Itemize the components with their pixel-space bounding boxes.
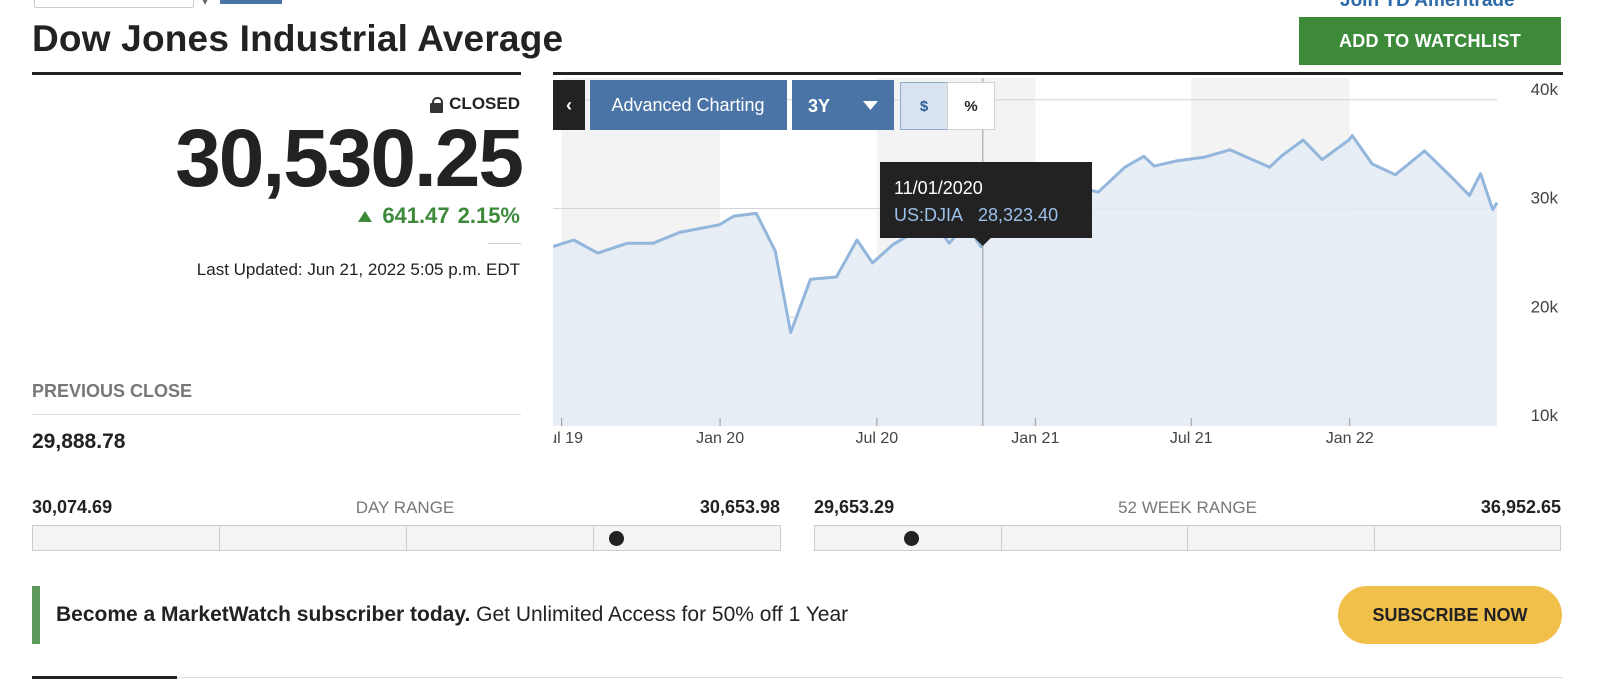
change-divider xyxy=(488,243,521,244)
y-axis: 40k 30k 20k 10k xyxy=(1531,80,1559,425)
search-button[interactable] xyxy=(220,0,282,4)
header-divider xyxy=(553,72,1563,75)
x-tick-label: Jan 21 xyxy=(1011,430,1059,447)
price-change: 641.47 2.15% xyxy=(300,203,520,229)
week52-range-bar xyxy=(814,525,1561,551)
x-tick-label: Jul 21 xyxy=(1170,430,1213,447)
week52-range-label: 52 WEEK RANGE xyxy=(1118,498,1257,517)
chevron-down-icon xyxy=(863,101,878,110)
subscribe-banner-bold: Become a MarketWatch subscriber today. xyxy=(56,603,471,626)
subscribe-banner-offer: Get Unlimited Access for 50% off 1 Year xyxy=(470,603,849,626)
dropdown-caret-icon: ▾ xyxy=(202,0,209,8)
y-tick-label: 10k xyxy=(1531,406,1559,425)
last-updated: Last Updated: Jun 21, 2022 5:05 p.m. EDT xyxy=(196,260,520,279)
tooltip-box xyxy=(880,162,1092,238)
day-range-low: 30,074.69 xyxy=(32,497,113,517)
header-divider xyxy=(32,72,521,75)
previous-close-label: PREVIOUS CLOSE xyxy=(32,381,193,401)
tooltip-symbol: US:DJIA xyxy=(894,205,963,225)
x-tick-label: Jan 22 xyxy=(1326,430,1374,447)
lock-icon xyxy=(430,96,444,113)
search-input[interactable] xyxy=(34,0,194,8)
previous-close-divider xyxy=(32,414,521,415)
day-range-high: 30,653.98 xyxy=(699,497,780,517)
tab-divider xyxy=(177,677,1563,678)
tooltip-arrow xyxy=(974,238,991,246)
chevron-left-icon: ‹ xyxy=(566,95,572,115)
day-range-label: DAY RANGE xyxy=(355,498,455,517)
price-area xyxy=(553,135,1497,426)
arrow-up-icon xyxy=(358,210,373,222)
chart-tooltip: 11/01/2020 US:DJIA 28,323.40 xyxy=(880,162,1092,246)
y-tick-label: 20k xyxy=(1531,297,1559,316)
percent-label: % xyxy=(964,98,977,115)
banner-accent xyxy=(32,586,40,644)
chart-back-button[interactable]: ‹ xyxy=(553,80,585,130)
current-price: 30,530.25 xyxy=(175,113,524,204)
add-to-watchlist-button[interactable]: ADD TO WATCHLIST xyxy=(1299,17,1561,65)
x-tick-label: Jul 20 xyxy=(856,430,899,447)
x-tick-label: Jan 20 xyxy=(696,430,744,447)
x-tick-label: Jul 19 xyxy=(553,430,583,447)
change-points: 641.47 xyxy=(382,203,450,228)
x-axis: Jul 19 Jan 20 Jul 20 Jan 21 Jul 21 Jan 22 xyxy=(553,418,1374,447)
day-range-bar xyxy=(32,525,781,551)
td-ameritrade-link[interactable]: Join TD Ameritrade xyxy=(1340,0,1570,10)
page-title: Dow Jones Industrial Average xyxy=(32,18,564,59)
subscribe-now-button[interactable]: SUBSCRIBE NOW xyxy=(1338,586,1562,644)
previous-close-value: 29,888.78 xyxy=(32,430,126,453)
dollar-label: $ xyxy=(920,98,929,115)
tab-indicator xyxy=(32,676,177,679)
percent-toggle[interactable]: % xyxy=(947,82,995,130)
week52-range-marker xyxy=(903,531,919,546)
advanced-charting-label: Advanced Charting xyxy=(611,95,764,115)
tooltip-value: 28,323.40 xyxy=(978,205,1058,225)
dollar-toggle[interactable]: $ xyxy=(900,82,948,130)
subscribe-banner-text: Become a MarketWatch subscriber today. G… xyxy=(56,603,848,627)
tooltip-date: 11/01/2020 xyxy=(894,178,983,198)
timeframe-select[interactable]: 3Y xyxy=(792,80,894,130)
day-range-marker xyxy=(608,531,624,546)
y-tick-label: 40k xyxy=(1531,80,1559,99)
week52-range-high: 36,952.65 xyxy=(1480,497,1561,517)
y-tick-label: 30k xyxy=(1531,189,1559,208)
week52-range-low: 29,653.29 xyxy=(814,497,895,517)
advanced-charting-button[interactable]: Advanced Charting xyxy=(590,80,787,130)
change-percent: 2.15% xyxy=(457,203,520,228)
market-status-label: CLOSED xyxy=(449,94,520,113)
market-status: CLOSED xyxy=(420,94,520,114)
timeframe-value: 3Y xyxy=(808,96,830,116)
